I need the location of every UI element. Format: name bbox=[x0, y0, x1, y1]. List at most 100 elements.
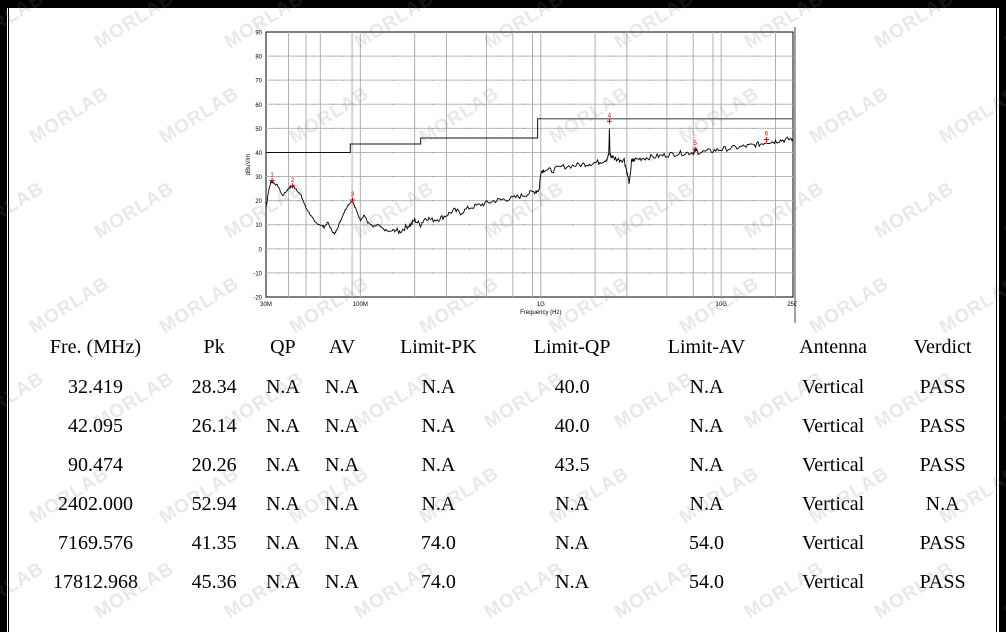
grid-dot bbox=[752, 224, 754, 226]
grid-dot bbox=[703, 176, 705, 178]
grid-dot bbox=[572, 55, 574, 57]
grid-dot bbox=[332, 224, 334, 226]
grid-dot bbox=[703, 272, 705, 274]
grid-dot bbox=[612, 55, 614, 57]
header-pk: Pk bbox=[203, 335, 225, 358]
grid-dot bbox=[572, 151, 574, 153]
marker-label: 2 bbox=[291, 178, 295, 184]
cell-antenna: Vertical bbox=[802, 454, 865, 476]
cell-limit-av: 54.0 bbox=[689, 571, 724, 593]
grid-dot bbox=[468, 176, 470, 178]
grid-dot bbox=[752, 151, 754, 153]
grid-dot bbox=[468, 200, 470, 202]
grid-dot bbox=[735, 151, 737, 153]
grid-dot bbox=[649, 176, 651, 178]
grid-dot bbox=[392, 55, 394, 57]
grid-dot bbox=[612, 103, 614, 105]
grid-dot bbox=[278, 248, 280, 250]
grid-dot bbox=[681, 272, 683, 274]
grid-dot bbox=[649, 127, 651, 129]
grid-dot bbox=[703, 200, 705, 202]
grid-dot bbox=[612, 248, 614, 250]
grid-dot bbox=[649, 272, 651, 274]
grid-dot bbox=[752, 248, 754, 250]
grid-dot bbox=[432, 55, 434, 57]
x-tick-label: 10G bbox=[716, 302, 728, 308]
grid-dot bbox=[313, 79, 315, 81]
cell-frequency: 17812.968 bbox=[52, 571, 138, 593]
grid-dot bbox=[752, 127, 754, 129]
cell-av: N.A bbox=[325, 493, 359, 515]
grid-dot bbox=[342, 127, 344, 129]
table-row: 2402.000 52.94 N.A N.A N.A N.A N.A Verti… bbox=[16, 485, 993, 524]
grid-dot bbox=[342, 103, 344, 105]
cell-pk: 41.35 bbox=[191, 532, 237, 554]
cell-limit-av: N.A bbox=[689, 493, 724, 515]
grid-dot bbox=[313, 55, 315, 57]
grid-dot bbox=[681, 151, 683, 153]
grid-dot bbox=[468, 55, 470, 57]
grid-dot bbox=[297, 176, 299, 178]
grid-dot bbox=[278, 224, 280, 226]
cell-limit-qp: N.A bbox=[555, 571, 590, 593]
grid-dot bbox=[703, 248, 705, 250]
grid-dot bbox=[681, 248, 683, 250]
grid-dot bbox=[752, 55, 754, 57]
grid-dot bbox=[523, 151, 525, 153]
grid-dot bbox=[649, 79, 651, 81]
cell-limit-qp: 40.0 bbox=[554, 376, 590, 398]
grid-dot bbox=[468, 248, 470, 250]
marker-label: 4 bbox=[608, 113, 612, 119]
marker-label: 5 bbox=[693, 141, 697, 147]
cell-verdict: PASS bbox=[919, 454, 966, 476]
y-tick-label: 30 bbox=[255, 175, 262, 181]
grid-dot bbox=[523, 55, 525, 57]
grid-dot bbox=[468, 103, 470, 105]
grid-dot bbox=[681, 200, 683, 202]
header-frequency: Fre. (MHz) bbox=[49, 335, 141, 358]
y-tick-label: 50 bbox=[255, 127, 262, 133]
grid-dot bbox=[342, 200, 344, 202]
cell-qp: N.A bbox=[265, 454, 300, 476]
header-limit-qp: Limit-QP bbox=[533, 335, 611, 358]
cell-limit-qp: N.A bbox=[555, 532, 590, 554]
grid-dot bbox=[500, 151, 502, 153]
grid-dot bbox=[500, 272, 502, 274]
emission-chart: 90 80 70 60 50 40 30 20 10 0 -10 -20 30M 100M 1G 10G 25G… bbox=[237, 27, 797, 323]
y-tick-label: 70 bbox=[255, 79, 262, 85]
grid-dot bbox=[681, 127, 683, 129]
grid-dot bbox=[392, 272, 394, 274]
cell-frequency: 42.095 bbox=[67, 415, 123, 437]
grid-dot bbox=[432, 272, 434, 274]
y-tick-label: 20 bbox=[255, 199, 262, 205]
grid-dot bbox=[392, 103, 394, 105]
grid-dot bbox=[392, 200, 394, 202]
grid-dot bbox=[313, 176, 315, 178]
cell-verdict: PASS bbox=[919, 532, 966, 554]
grid-dot bbox=[313, 200, 315, 202]
grid-dot bbox=[297, 224, 299, 226]
grid-dot bbox=[649, 224, 651, 226]
watermark-text: MORLAB bbox=[155, 82, 243, 149]
grid-dot bbox=[735, 127, 737, 129]
marker-label: 1 bbox=[270, 173, 274, 179]
cell-frequency: 32.419 bbox=[67, 376, 123, 398]
cell-pk: 20.26 bbox=[191, 454, 237, 476]
grid-dot bbox=[649, 55, 651, 57]
grid-dot bbox=[523, 224, 525, 226]
grid-dot bbox=[432, 151, 434, 153]
grid-dot bbox=[612, 79, 614, 81]
cell-limit-av: N.A bbox=[689, 454, 724, 476]
cell-antenna: Vertical bbox=[802, 376, 865, 398]
grid-dot bbox=[342, 272, 344, 274]
cell-antenna: Vertical bbox=[802, 532, 865, 554]
right-border bbox=[999, 0, 1006, 632]
cell-pk: 52.94 bbox=[191, 493, 237, 515]
watermark-text: MORLAB bbox=[90, 177, 178, 244]
grid-dot bbox=[342, 55, 344, 57]
table-row: 90.474 20.26 N.A N.A N.A 43.5 N.A Vertic… bbox=[16, 446, 993, 485]
grid-dot bbox=[468, 79, 470, 81]
grid-dot bbox=[342, 248, 344, 250]
grid-dot bbox=[735, 248, 737, 250]
x-axis-label: Frequency (Hz) bbox=[520, 310, 561, 316]
